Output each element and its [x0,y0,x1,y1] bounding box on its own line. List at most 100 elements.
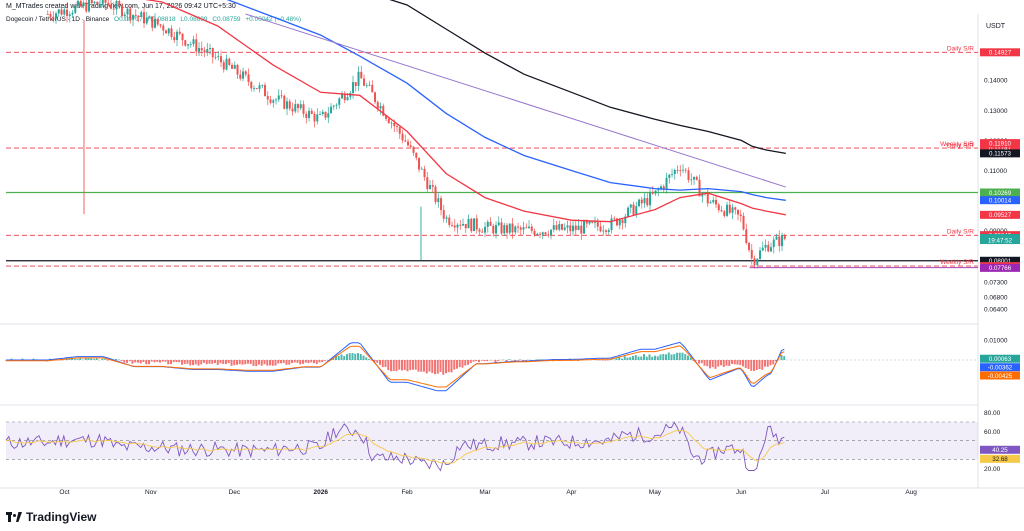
candle-body [693,176,696,180]
candle-body [464,224,467,229]
candle-body [77,0,80,6]
macd-histogram-bar [417,360,420,372]
macd-histogram-bar [464,360,467,366]
macd-histogram-bar [450,360,453,373]
macd-histogram-bar [73,359,76,360]
macd-histogram-bar [425,360,428,374]
candle-body [184,40,187,46]
candle-body [195,39,198,52]
candle-body [522,227,525,230]
macd-histogram-bar [161,360,164,362]
candle-body [470,218,473,232]
rsi-tick-label: 20.00 [984,466,1001,473]
macd-histogram-bar [731,360,733,364]
candle-body [588,221,591,224]
macd-histogram-bar [461,360,464,368]
candle-body [662,186,665,189]
legend-low: L0.08699 [180,16,208,23]
candle-body [748,243,751,251]
macd-histogram-bar [673,354,676,360]
candle-body [415,152,418,158]
candle-body [382,105,385,116]
macd-histogram-bar [703,360,706,366]
candle-body [525,227,528,229]
macd-histogram-bar [442,360,445,375]
candle-body [684,169,687,171]
candle-body [376,102,379,109]
price-badge-text: 0.07766 [989,265,1012,272]
candle-body [742,215,745,230]
macd-histogram-bar [379,360,381,365]
candle-body [528,226,531,229]
macd-histogram-bar [475,360,478,362]
candle-body [101,0,104,4]
macd-histogram-bar [494,360,497,363]
candle-body [596,221,599,227]
candle-body [701,193,704,197]
candle-body [93,1,96,4]
candle-body [310,110,313,114]
candle-body [580,225,583,234]
candle-body [46,14,49,15]
macd-histogram-bar [252,360,255,366]
candle-body [517,226,520,228]
candle-body [283,95,286,109]
candle-body [712,199,715,203]
candle-body [401,133,404,141]
rsi-badge-text: 32.68 [992,456,1008,463]
macd-histogram-bar [346,354,348,360]
candle-body [547,234,550,236]
macd-histogram-bar [634,354,637,360]
level-badge-text: 0.14927 [989,50,1012,57]
candle-body [140,12,143,17]
candle-body [233,64,236,69]
macd-histogram-bar [351,353,354,360]
candle-body [671,173,674,175]
candle-body [574,225,577,231]
candle-body [220,56,223,63]
candle-body [255,88,258,89]
macd-histogram-bar [128,360,131,362]
macd-histogram-bar [321,360,324,363]
candle-body [412,146,415,153]
macd-histogram-bar [678,352,681,360]
macd-histogram-bar [203,360,205,363]
macd-histogram-bar [783,356,786,360]
candle-body [189,43,192,45]
macd-histogram-bar [472,360,475,362]
tradingview-logo: TradingView [6,510,96,524]
candle-body [396,126,399,128]
candle-body [607,230,610,232]
macd-histogram-bar [225,360,227,364]
macd-histogram-bar [469,360,472,364]
candle-body [110,4,113,9]
macd-histogram-bar [183,360,186,364]
macd-histogram-bar [483,360,486,362]
macd-histogram-bar [313,360,315,364]
candle-body [475,218,478,230]
macd-histogram-bar [736,360,739,365]
macd-histogram-bar [293,360,296,363]
level-badge [980,188,1020,197]
candle-body [569,225,572,232]
candle-body [360,71,363,79]
macd-histogram-bar [676,352,678,360]
macd-histogram-bar [343,356,346,360]
macd-histogram-bar [772,360,775,365]
candle-body [343,94,346,101]
macd-histogram-bar [153,360,156,363]
candle-body [159,24,162,26]
candle-body [288,101,291,109]
candle-body [676,169,679,171]
candle-body [316,114,319,122]
macd-histogram-bar [164,360,167,362]
macd-histogram-bar [236,360,238,365]
macd-histogram-bar [175,360,178,363]
candle-body [308,110,311,119]
macd-histogram-bar [467,360,469,365]
macd-badge [980,363,1020,372]
candle-body [250,81,253,89]
price-badge [980,139,1020,148]
macd-histogram-bar [93,359,95,360]
